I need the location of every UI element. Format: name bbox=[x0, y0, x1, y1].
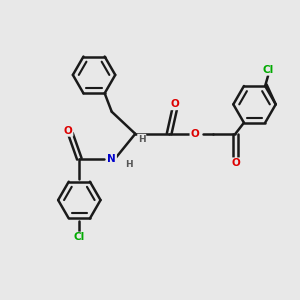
Text: O: O bbox=[231, 158, 240, 168]
Text: Cl: Cl bbox=[74, 232, 85, 242]
Text: O: O bbox=[171, 99, 179, 110]
Text: H: H bbox=[138, 135, 146, 144]
Text: H: H bbox=[126, 160, 133, 169]
Text: O: O bbox=[190, 129, 199, 139]
Text: Cl: Cl bbox=[262, 65, 274, 75]
Text: O: O bbox=[64, 126, 73, 136]
Text: N: N bbox=[107, 154, 116, 164]
